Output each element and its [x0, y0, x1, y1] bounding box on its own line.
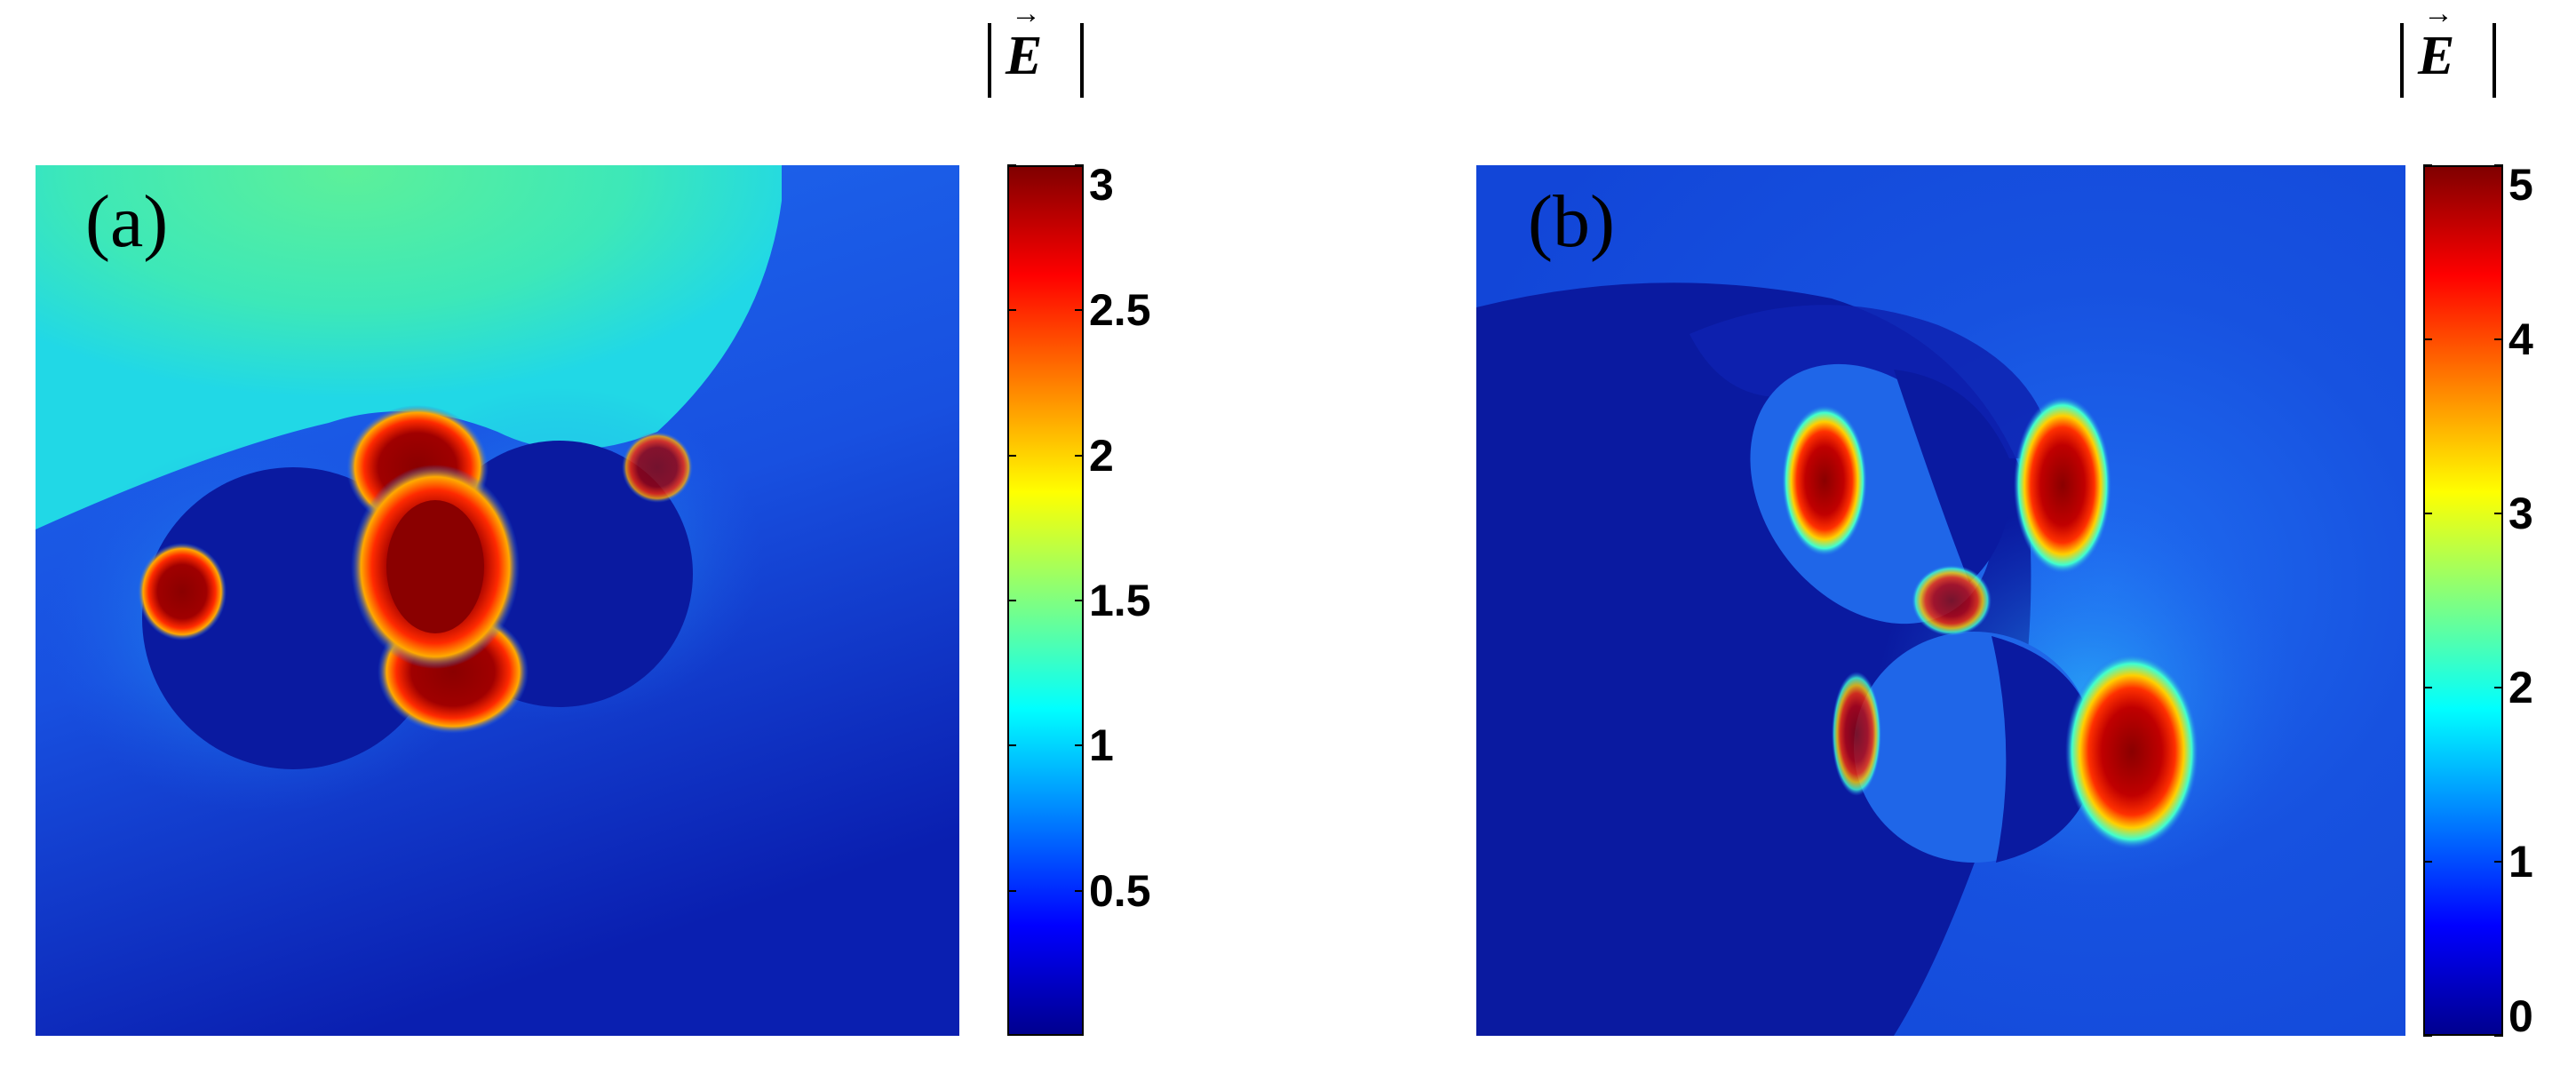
vector-arrow-icon: →: [1011, 0, 1041, 30]
colorbar-title-a: E →: [1006, 0, 1043, 86]
hotspot-upper-right-b: [2014, 396, 2111, 574]
hotspot-lower-left-b: [1832, 672, 1881, 796]
colorbar-title-text-b: E →: [2418, 0, 2455, 86]
colorbar-tick-label: 2: [1089, 430, 1114, 481]
colorbar-tick-mark: [2423, 687, 2432, 688]
heatmap-a: [36, 165, 959, 1036]
hotspot-left-b: [1782, 405, 1867, 556]
colorbar-tick-mark: [1075, 889, 1084, 892]
colorbar-tick-label: 1: [2508, 837, 2533, 887]
panel-label-b: (b): [1528, 180, 1615, 263]
colorbar-tick-mark: [1007, 309, 1016, 312]
edge-hotspot-left-a: [138, 543, 227, 640]
colorbar-tick-label: 1.5: [1089, 576, 1151, 625]
panel-label-a: (a): [85, 180, 169, 263]
colorbar-tick-label: 4: [2508, 314, 2533, 364]
colorbar-tick-mark: [1075, 744, 1084, 747]
colorbar-tick-mark: [1007, 744, 1016, 747]
particle-bottom-shadow-b: [1992, 636, 2098, 863]
edge-hotspot-right-a: [622, 432, 693, 503]
colorbar-tick-mark: [1007, 600, 1016, 601]
colorbar-title-text-a: E →: [1006, 0, 1043, 86]
colorbar-tick-mark: [2494, 338, 2503, 340]
colorbar-tick-label: 3: [1089, 160, 1114, 210]
heatmap-a-svg: [36, 165, 959, 1036]
colorbar-tick-mark: [1007, 889, 1016, 892]
colorbar-tick-label: 3: [2508, 489, 2533, 538]
colorbar-tick-mark: [2423, 164, 2432, 166]
colorbar-tick-mark: [2494, 687, 2503, 688]
colorbar-b: [2423, 165, 2503, 1036]
colorbar-tick-mark: [1007, 454, 1016, 457]
colorbar-tick-label: 5: [2508, 160, 2533, 210]
colorbar-tick-mark: [2423, 861, 2432, 863]
colorbar-a: [1007, 165, 1084, 1036]
colorbar-abs-bar-left-a: [988, 23, 991, 98]
colorbar-tick-mark: [2494, 1035, 2503, 1037]
colorbar-tick-mark: [2423, 1035, 2432, 1037]
colorbar-tick-mark: [2423, 513, 2432, 514]
colorbar-tick-mark: [1075, 600, 1084, 601]
hotspot-gap-b: [1912, 565, 1992, 636]
colorbar-tick-mark: [2494, 164, 2503, 166]
hotspot-lower-right-b: [2065, 654, 2198, 849]
colorbar-tick-label: 1: [1089, 720, 1114, 771]
colorbar-tick-label: 0.5: [1089, 865, 1151, 916]
colorbar-tick-mark: [1075, 164, 1084, 166]
colorbar-abs-bar-right-b: [2493, 23, 2496, 98]
colorbar-tick-label: 0: [2508, 991, 2533, 1041]
colorbar-abs-bar-left-b: [2400, 23, 2404, 98]
colorbar-title-b: E →: [2418, 0, 2455, 86]
central-core-a: [386, 500, 484, 633]
particle-top-shadow-b: [1894, 370, 2011, 583]
colorbar-tick-mark: [2494, 513, 2503, 514]
colorbar-tick-label: 2.5: [1089, 285, 1151, 336]
colorbar-tick-mark: [2423, 338, 2432, 340]
colorbar-tick-label: 2: [2508, 663, 2533, 712]
colorbar-tick-mark: [1075, 454, 1084, 457]
vector-arrow-icon: →: [2423, 0, 2453, 30]
colorbar-abs-bar-right-a: [1080, 23, 1084, 98]
heatmap-b: [1476, 165, 2405, 1036]
colorbar-tick-mark: [1075, 309, 1084, 312]
colorbar-tick-mark: [1007, 164, 1016, 166]
colorbar-tick-mark: [2494, 861, 2503, 863]
heatmap-b-svg: [1476, 165, 2405, 1036]
